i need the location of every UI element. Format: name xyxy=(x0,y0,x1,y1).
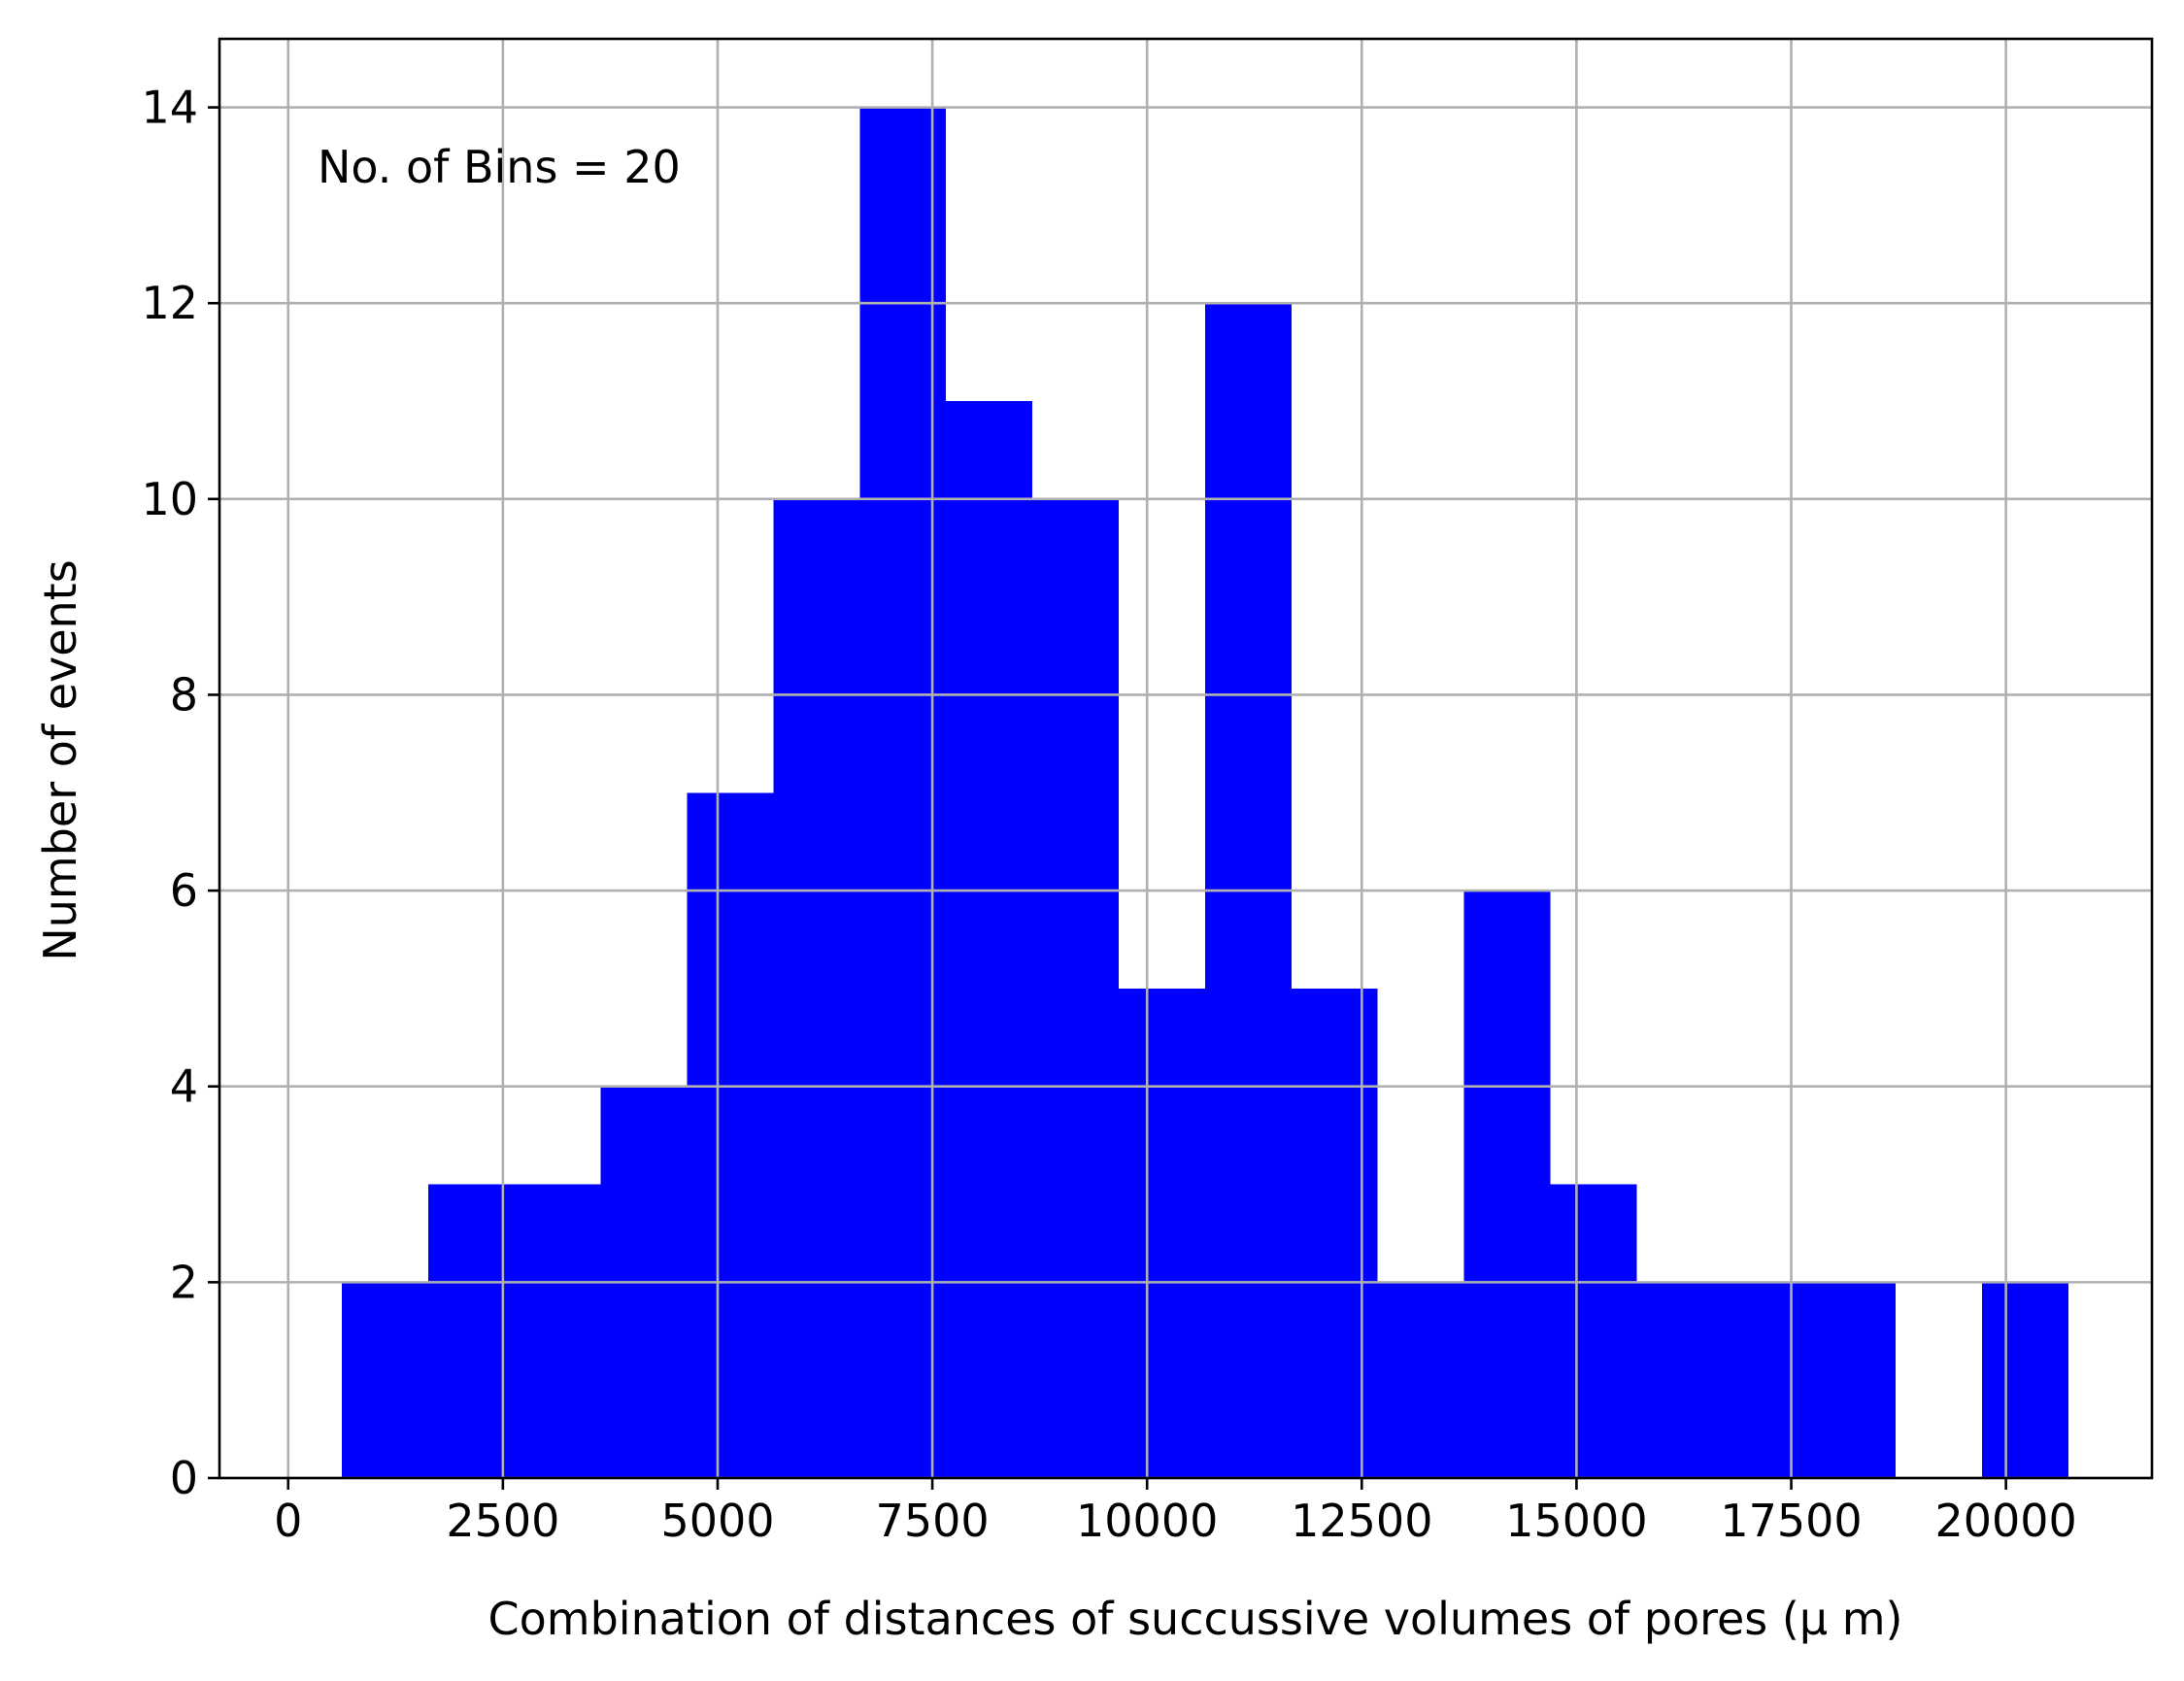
histogram-bar xyxy=(1291,988,1378,1478)
y-axis-title: Number of events xyxy=(34,559,86,960)
histogram-bar xyxy=(1981,1282,2068,1478)
histogram-bar xyxy=(1723,1282,1810,1478)
histogram-bar xyxy=(1119,988,1205,1478)
x-tick-label: 12500 xyxy=(1291,1495,1432,1547)
x-axis-title: Combination of distances of succussive v… xyxy=(488,1593,1903,1645)
plot-frame xyxy=(218,37,2154,1480)
histogram-bar xyxy=(1550,1184,1637,1478)
histogram-bar xyxy=(946,401,1033,1479)
y-tick-label: 10 xyxy=(141,473,198,525)
x-tick-label: 10000 xyxy=(1076,1495,1218,1547)
y-tick-label: 2 xyxy=(170,1256,198,1308)
histogram-bar xyxy=(773,498,860,1478)
histogram-bar xyxy=(427,1184,515,1478)
y-tick-label: 12 xyxy=(141,277,198,329)
x-tick-label: 0 xyxy=(274,1495,302,1547)
grid-lines xyxy=(219,39,2152,1480)
x-tick-label: 2500 xyxy=(446,1495,559,1547)
bin-count-annotation: No. of Bins = 20 xyxy=(318,141,681,193)
histogram-bar xyxy=(1032,498,1120,1478)
x-tick-label: 5000 xyxy=(660,1495,774,1547)
y-tick-label: 8 xyxy=(170,668,198,721)
y-tick-label: 4 xyxy=(170,1060,198,1113)
x-tick-label: 20000 xyxy=(1934,1495,2076,1547)
x-tick-label: 7500 xyxy=(876,1495,990,1547)
histogram-bar xyxy=(1463,891,1551,1478)
y-tick-label: 14 xyxy=(141,82,198,134)
histogram-bar xyxy=(342,1282,428,1478)
histogram-bar xyxy=(1377,1282,1464,1478)
histogram-bar xyxy=(1809,1282,1896,1478)
x-tick-label: 17500 xyxy=(1720,1495,1862,1547)
histogram-bar xyxy=(1636,1282,1724,1478)
y-tick-label: 0 xyxy=(170,1452,198,1504)
histogram-bar xyxy=(687,792,774,1478)
axis-ticks: 0 2500 5000 7500 10000 12500 15000 17500 20000 0 2… xyxy=(141,82,2076,1547)
histogram-bar xyxy=(514,1184,601,1478)
x-tick-label: 15000 xyxy=(1505,1495,1647,1547)
y-tick-label: 6 xyxy=(170,864,198,917)
